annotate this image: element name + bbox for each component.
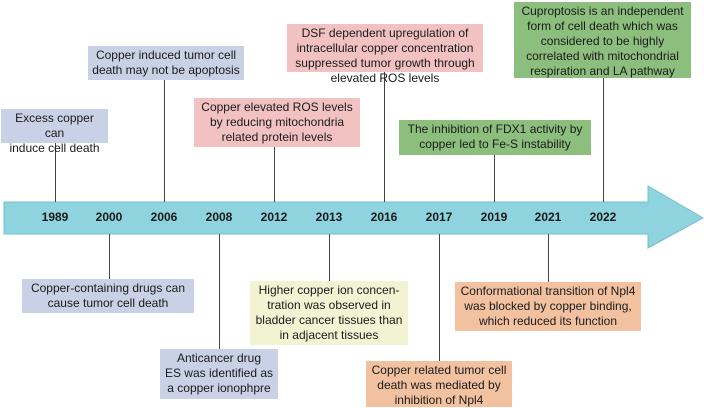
event-box-2006: Copper induced tumor cell death may not … — [88, 46, 244, 80]
event-line: was blocked by copper binding, — [464, 299, 632, 313]
event-line: correlated with mitochondrial — [526, 49, 679, 63]
event-line: DSF dependent upregulation of — [301, 26, 469, 40]
connector-2019 — [494, 155, 495, 202]
event-line: cause tumor cell death — [47, 296, 169, 310]
event-box-2013: Higher copper ion concen- tration was ob… — [250, 281, 408, 345]
year-label-2013: 2013 — [315, 210, 343, 224]
event-line: The inhibition of FDX1 activity by — [407, 122, 583, 136]
connector-2017 — [439, 234, 440, 362]
event-line: death may not be apoptosis — [92, 63, 240, 77]
year-label-2016: 2016 — [370, 210, 398, 224]
event-box-2017: Copper related tumor cell death was medi… — [366, 361, 512, 407]
connector-2000 — [109, 234, 110, 280]
event-line: Copper related tumor cell — [371, 363, 507, 377]
event-line: Anticancer drug — [176, 351, 262, 365]
event-line: by reducing mitochondria — [209, 115, 345, 129]
event-line: a copper ionophpre — [167, 381, 271, 395]
connector-2008 — [219, 234, 220, 350]
event-line: respiration and LA pathway — [530, 64, 675, 78]
event-line: suppressed tumor growth through — [295, 56, 475, 70]
event-line: copper led to Fe-S instability — [419, 137, 571, 151]
event-box-2022: Cuproptosis is an independent form of ce… — [514, 2, 691, 78]
event-line: death was mediated by — [377, 378, 501, 392]
event-line: Copper-containing drugs can — [30, 281, 186, 295]
event-line: Excess copper can — [15, 111, 94, 140]
event-box-2016: DSF dependent upregulation of intracellu… — [287, 24, 483, 85]
connector-2012 — [274, 146, 275, 202]
event-line: form of cell death which was — [527, 19, 678, 33]
connector-1989 — [55, 142, 56, 202]
year-label-2000: 2000 — [95, 210, 123, 224]
event-box-2012: Copper elevated ROS levels by reducing m… — [194, 98, 360, 147]
connector-2021 — [548, 234, 549, 282]
event-box-2019: The inhibition of FDX1 activity by coppe… — [399, 120, 591, 155]
event-line: tration was observed in — [267, 298, 391, 312]
connector-2022 — [603, 77, 604, 202]
event-line: elevated ROS levels — [330, 71, 440, 85]
event-line: Higher copper ion concen- — [258, 283, 400, 297]
year-label-2019: 2019 — [480, 210, 508, 224]
year-label-2006: 2006 — [150, 210, 178, 224]
event-line: bladder cancer tissues than — [255, 313, 403, 327]
connector-2016 — [384, 72, 385, 202]
event-box-2000: Copper-containing drugs can cause tumor … — [22, 279, 194, 313]
year-label-1989: 1989 — [41, 210, 69, 224]
event-line: Conformational transition of Npl4 — [460, 284, 636, 298]
year-label-2017: 2017 — [425, 210, 453, 224]
event-line: Cuproptosis is an independent — [521, 4, 684, 18]
event-line: in adjacent tissues — [279, 328, 379, 342]
event-line: which reduced its function — [478, 314, 618, 328]
event-box-2021: Conformational transition of Npl4 was bl… — [455, 282, 641, 331]
connector-2006 — [164, 80, 165, 202]
event-line: induce cell death — [9, 141, 100, 155]
event-box-1989: Excess copper can induce cell death — [1, 109, 108, 155]
year-label-2022: 2022 — [589, 210, 617, 224]
arrow-shape — [3, 185, 704, 249]
event-line: related protein levels — [221, 130, 333, 144]
year-label-2021: 2021 — [534, 210, 562, 224]
event-line: intracellular copper concentration — [296, 41, 474, 55]
event-line: ES was identified as — [164, 366, 274, 380]
year-label-2008: 2008 — [205, 210, 233, 224]
event-line: Copper elevated ROS levels — [201, 100, 353, 114]
year-label-2012: 2012 — [260, 210, 288, 224]
event-line: Copper induced tumor cell — [95, 48, 237, 62]
event-box-2008: Anticancer drug ES was identified as a c… — [160, 349, 278, 399]
event-line: inhibition of Npl4 — [394, 393, 484, 407]
event-line: considered to be highly — [540, 34, 665, 48]
connector-2013 — [329, 234, 330, 282]
